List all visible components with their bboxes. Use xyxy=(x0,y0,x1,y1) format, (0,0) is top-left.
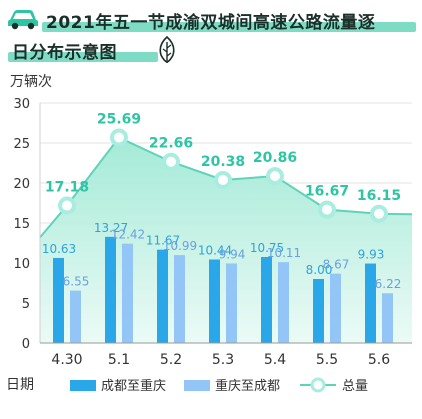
total-data-label: 25.69 xyxy=(97,111,141,127)
title-highlight-1 xyxy=(42,22,416,32)
title-line-1: 2021年五一节成渝双城间高速公路流量逐 xyxy=(46,13,376,33)
bar-chengdu-to-chongqing xyxy=(365,263,376,343)
bar2-data-label: 12.42 xyxy=(111,228,145,242)
total-marker xyxy=(214,170,232,189)
y-tick-label: 0 xyxy=(22,337,30,352)
total-data-label: 16.67 xyxy=(305,184,349,200)
bar-chongqing-to-chengdu xyxy=(226,263,237,343)
bar2-data-label: 10.11 xyxy=(267,246,301,260)
legend-label-chengdu-to-chongqing: 成都至重庆 xyxy=(101,378,166,394)
bar-chengdu-to-chongqing xyxy=(157,249,168,343)
x-tick-label: 4.30 xyxy=(51,352,82,368)
legend-swatch-chongqing-to-chengdu xyxy=(184,380,210,391)
bar1-data-label: 10.44 xyxy=(198,243,232,257)
x-tick-label: 5.1 xyxy=(108,352,130,368)
car-icon xyxy=(8,10,38,30)
y-tick-label: 25 xyxy=(13,137,30,152)
y-tick-label: 20 xyxy=(13,177,30,192)
bar-chengdu-to-chongqing xyxy=(209,259,220,343)
bar-chengdu-to-chongqing xyxy=(313,279,324,343)
bar2-data-label: 8.67 xyxy=(323,258,350,272)
total-data-label: 16.15 xyxy=(357,188,401,204)
label-layer: 10.63 13.27 11.67 10.44 10.75 8.00 9.93 6.55 12.… xyxy=(42,111,402,291)
bar1-data-label: 9.93 xyxy=(358,248,385,262)
legend-layer: 成都至重庆 重庆至成都 总量 xyxy=(70,377,368,394)
legend-label-total: 总量 xyxy=(342,379,368,394)
line-layer xyxy=(39,128,413,239)
legend-marker-total xyxy=(310,377,326,393)
total-marker xyxy=(58,196,76,215)
y-tick-label: 5 xyxy=(22,297,30,312)
total-marker xyxy=(318,200,336,219)
y-axis-label: 万辆次 xyxy=(10,74,52,90)
leaf-icon xyxy=(159,36,175,63)
bar-chongqing-to-chengdu xyxy=(174,255,185,343)
total-marker xyxy=(370,204,388,223)
bar-chongqing-to-chengdu xyxy=(278,262,289,343)
x-tick-label: 5.6 xyxy=(368,352,390,368)
bar2-data-label: 9.94 xyxy=(219,247,246,261)
bar1-data-label: 10.63 xyxy=(42,242,76,256)
y-tick-label: 10 xyxy=(13,257,30,272)
x-tick-label: 5.5 xyxy=(316,352,338,368)
bar-chongqing-to-chengdu xyxy=(330,273,341,343)
total-data-label: 20.86 xyxy=(253,150,297,166)
legend-swatch-chengdu-to-chongqing xyxy=(70,380,96,391)
x-tick-label: 5.4 xyxy=(264,352,286,368)
y-tick-label: 30 xyxy=(13,97,30,112)
bar2-data-label: 10.99 xyxy=(163,239,197,253)
bar-chongqing-to-chengdu xyxy=(70,290,81,343)
y-tick-label: 15 xyxy=(13,217,30,232)
total-marker xyxy=(110,128,128,147)
total-data-label: 22.66 xyxy=(149,136,193,152)
total-data-label: 17.18 xyxy=(45,180,89,196)
bar-chengdu-to-chongqing xyxy=(261,257,272,343)
x-tick-label: 5.3 xyxy=(212,352,234,368)
total-marker xyxy=(162,152,180,171)
bar2-data-label: 6.55 xyxy=(63,275,90,289)
legend-label-chongqing-to-chengdu: 重庆至成都 xyxy=(215,378,280,394)
bar1-data-label: 13.27 xyxy=(94,221,128,235)
title-highlight-2 xyxy=(8,52,158,62)
x-tick-label: 5.2 xyxy=(160,352,182,368)
total-data-label: 20.38 xyxy=(201,154,245,170)
bar2-data-label: 6.22 xyxy=(375,277,402,291)
bar-chengdu-to-chongqing xyxy=(53,257,64,343)
total-marker xyxy=(266,167,284,186)
bar1-data-label: 8.00 xyxy=(306,263,333,277)
bar-chongqing-to-chengdu xyxy=(122,243,133,343)
bar1-data-label: 11.67 xyxy=(146,234,180,248)
bar-chongqing-to-chengdu xyxy=(382,293,393,343)
bar-layer xyxy=(53,236,393,343)
bar1-data-label: 10.75 xyxy=(250,241,284,255)
bar-chengdu-to-chongqing xyxy=(105,236,116,343)
chart-title: 2021年五一节成渝双城间高速公路流量逐 日分布示意图 xyxy=(6,6,416,70)
title-line-2: 日分布示意图 xyxy=(12,43,117,63)
x-axis-label: 日期 xyxy=(6,377,34,393)
